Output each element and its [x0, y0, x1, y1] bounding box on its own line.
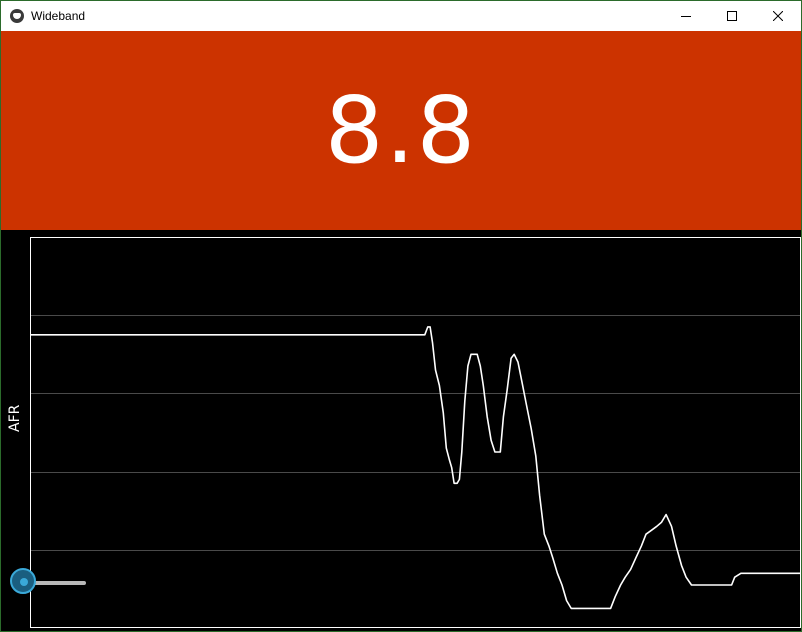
zoom-slider-handle[interactable] [10, 568, 36, 594]
afr-readout-value: 8.8 [324, 76, 478, 184]
maximize-icon [727, 11, 737, 21]
window-title: Wideband [31, 9, 86, 23]
app-logo-icon [10, 9, 24, 23]
minimize-button[interactable] [663, 1, 709, 31]
y-axis-label: AFR [7, 404, 23, 432]
title-bar[interactable]: Wideband [1, 1, 801, 31]
minimize-icon [681, 16, 691, 17]
afr-readout-panel: 8.8 [1, 31, 801, 230]
zoom-slider-track[interactable] [23, 581, 86, 585]
close-button[interactable] [755, 1, 801, 31]
afr-series-line [30, 326, 801, 610]
maximize-button[interactable] [709, 1, 755, 31]
afr-chart: AFR [1, 232, 801, 631]
window-controls [663, 1, 801, 31]
afr-plot [30, 237, 801, 628]
close-icon [773, 11, 783, 21]
plot-frame [30, 237, 801, 628]
